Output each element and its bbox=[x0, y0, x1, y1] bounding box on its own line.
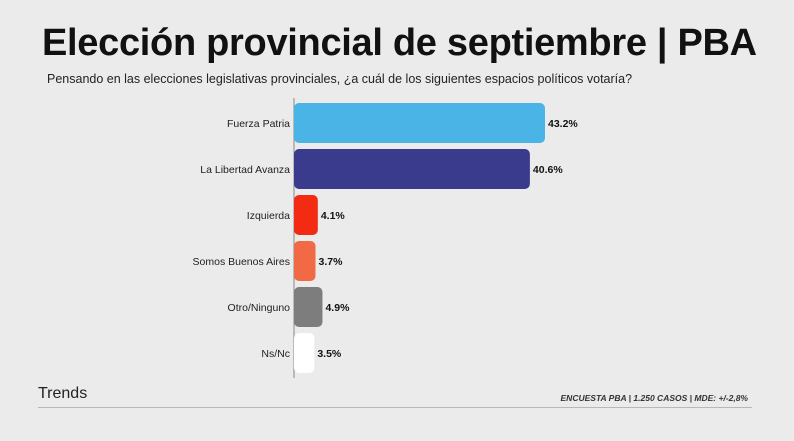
value-label: 40.6% bbox=[533, 164, 563, 176]
footer-divider bbox=[38, 407, 752, 408]
bar-izquierda bbox=[294, 195, 318, 235]
value-label: 3.5% bbox=[317, 348, 342, 360]
brand-logo-text: Trends bbox=[38, 385, 88, 402]
category-label: Somos Buenos Aires bbox=[193, 256, 290, 268]
value-label: 4.1% bbox=[321, 210, 346, 222]
value-label: 43.2% bbox=[548, 118, 578, 130]
bar-ns-nc bbox=[294, 333, 315, 373]
bar-la-libertad-avanza bbox=[294, 149, 530, 189]
value-label: 3.7% bbox=[318, 256, 343, 268]
value-label: 4.9% bbox=[325, 302, 350, 314]
bar-fuerza-patria bbox=[294, 103, 545, 143]
bar-otro-ninguno bbox=[294, 287, 323, 327]
chart-title: Elección provincial de septiembre | PBA bbox=[42, 22, 757, 64]
category-label: Izquierda bbox=[247, 210, 290, 222]
category-label: Ns/Nc bbox=[261, 348, 290, 360]
category-label: La Libertad Avanza bbox=[200, 164, 290, 176]
chart-subtitle: Pensando en las elecciones legislativas … bbox=[47, 72, 633, 86]
bar-somos-buenos-aires bbox=[294, 241, 316, 281]
survey-footnote: ENCUESTA PBA | 1.250 CASOS | MDE: +/-2,8… bbox=[560, 393, 748, 403]
category-label: Fuerza Patria bbox=[227, 118, 290, 130]
category-label: Otro/Ninguno bbox=[228, 302, 291, 314]
